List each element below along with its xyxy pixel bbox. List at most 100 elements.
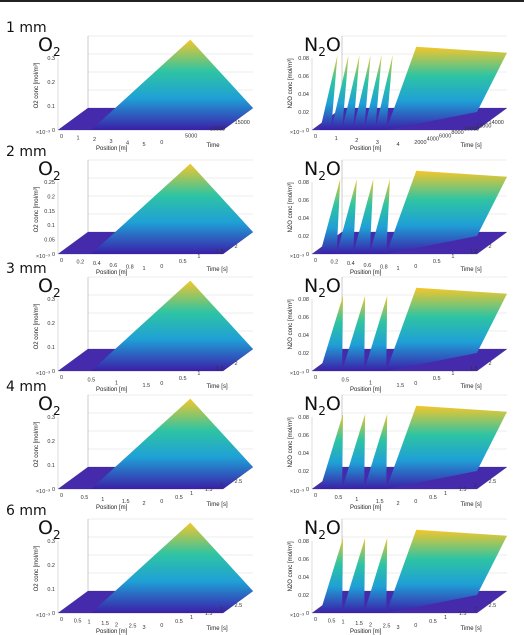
x-tick-label: 2 bbox=[115, 622, 118, 628]
x-tick-label: 2.5 bbox=[129, 624, 137, 630]
y-tick-label: 0.5 bbox=[429, 619, 437, 625]
o2-surface-panel: 0 0.1 0.2 0.3 0 0.5 1 1.5 2 0 0.5 1 1.5 2 2.5 ×10⁻³ Posi… bbox=[10, 393, 262, 511]
x-tick-label: 0.2 bbox=[77, 260, 85, 266]
y-tick-label: 0 bbox=[414, 381, 417, 387]
x-tick-label: 0 bbox=[60, 493, 63, 499]
n2o-plateau bbox=[386, 405, 507, 489]
y-tick-label: 8000 bbox=[451, 130, 463, 136]
x-tick-label: 1 bbox=[77, 136, 80, 142]
x-exponent: ×10⁻³ bbox=[36, 489, 50, 495]
x-axis-label: Position [m] bbox=[350, 629, 382, 635]
x-tick-label: 0.5 bbox=[335, 495, 343, 501]
x-tick-label: 0.4 bbox=[93, 261, 101, 267]
x-tick-label: 1.5 bbox=[122, 499, 130, 505]
z-tick-label: 0.2 bbox=[47, 439, 55, 445]
surface-plot: 0 0.1 0.2 0.3 0 0.5 1 1.5 2 2.5 3 0 0.5 1 1.5 2 2.5 ×10⁻³… bbox=[34, 518, 254, 635]
x-tick-label: 4 bbox=[397, 142, 400, 148]
x-tick-label: 0.4 bbox=[347, 261, 355, 267]
z-axis-label: N2O conc [mol/m³] bbox=[288, 58, 294, 108]
row-label: 6 mm bbox=[6, 503, 47, 519]
y-tick-label: 4000 bbox=[427, 137, 439, 143]
surface-plot: 0 0.1 0.2 0.3 0 0.5 1 1.5 2 0 0.5 1 1.5 2 2.5 ×10⁻³ Posi… bbox=[34, 394, 254, 511]
y-tick-label: 2.5 bbox=[489, 479, 497, 485]
x-tick-label: 0 bbox=[314, 375, 317, 381]
x-axis-label: Position [m] bbox=[96, 387, 128, 393]
x-tick-label: 0.8 bbox=[126, 264, 134, 270]
z-tick-label: 0.05 bbox=[44, 238, 55, 244]
n2o-pulse bbox=[320, 295, 344, 371]
surface-plot: 0 0.02 0.04 0.06 0.08 0 0.5 1 1.5 0 0.5 1 1.5 2 ×10⁻³ P… bbox=[288, 276, 508, 393]
x-tick-label: 0 bbox=[314, 258, 317, 264]
z-tick-label: 0 bbox=[306, 611, 309, 617]
surface-plot: 0 0.05 0.1 0.15 0.2 0.25 0 0.2 0.4 0.6 0.8 1 0 0.5 1 1.… bbox=[34, 159, 254, 276]
x-exponent: ×10⁻³ bbox=[36, 613, 50, 619]
o2-surface-panel: 0 0.1 0.2 0.3 0 0.5 1 1.5 0 0.5 1 1.5 2 ×10⁻³ Position… bbox=[10, 275, 262, 393]
x-tick-label: 1 bbox=[397, 266, 400, 272]
y-tick-label: 15000 bbox=[235, 120, 250, 126]
species-title: N2O bbox=[304, 393, 341, 418]
y-tick-label: 1 bbox=[197, 371, 200, 377]
z-tick-label: 0.2 bbox=[47, 321, 55, 327]
x-tick-label: 0 bbox=[60, 258, 63, 264]
z-tick-label: 0.06 bbox=[298, 433, 309, 439]
n2o-pulse bbox=[342, 537, 366, 613]
species-title: O2 bbox=[38, 34, 61, 59]
x-tick-label: 3 bbox=[397, 625, 400, 631]
x-tick-label: 5 bbox=[143, 142, 146, 148]
species-title: N2O bbox=[304, 34, 341, 59]
y-axis-label: Time [s] bbox=[207, 626, 228, 632]
z-tick-label: 0.1 bbox=[47, 587, 55, 593]
x-tick-label: 4 bbox=[126, 140, 129, 146]
row-label: 4 mm bbox=[6, 379, 47, 395]
z-tick-label: 0 bbox=[306, 369, 309, 375]
o2-surface bbox=[91, 398, 253, 489]
x-tick-label: 3 bbox=[376, 140, 379, 146]
y-tick-label: 0 bbox=[160, 264, 163, 270]
o2-surface-panel: 0 0.1 0.2 0.3 0 1 2 3 4 5 0 5000 10000 15000 ×10⁻³ Posi… bbox=[10, 34, 262, 152]
z-tick-label: 0.3 bbox=[47, 539, 55, 545]
x-axis-label: Position [m] bbox=[350, 270, 382, 276]
z-tick-label: 0.25 bbox=[44, 180, 55, 186]
n2o-surface-panel: 0 0.02 0.04 0.06 0.08 0 1 2 3 4 2000 4000 6000 8000 10… bbox=[264, 34, 516, 152]
z-tick-label: 0.08 bbox=[298, 180, 309, 186]
n2o-pulse bbox=[364, 295, 388, 371]
z-tick-label: 0.02 bbox=[298, 110, 309, 116]
o2-surface-panel: 0 0.05 0.1 0.15 0.2 0.25 0 0.2 0.4 0.6 0.8 1 0 0.5 1 1.… bbox=[10, 158, 262, 276]
x-tick-label: 0.2 bbox=[331, 260, 339, 266]
z-tick-label: 0.02 bbox=[298, 593, 309, 599]
x-tick-label: 2 bbox=[397, 501, 400, 507]
x-exponent: ×10⁻³ bbox=[36, 130, 50, 136]
x-tick-label: 2 bbox=[143, 501, 146, 507]
y-tick-label: 1 bbox=[451, 254, 454, 260]
x-exponent: ×10⁻³ bbox=[36, 371, 50, 377]
surface-plot: 0 0.02 0.04 0.06 0.08 0 1 2 3 4 200040006000800010… bbox=[288, 35, 508, 152]
x-tick-label: 0 bbox=[314, 134, 317, 140]
y-tick-label: 0 bbox=[160, 381, 163, 387]
surface-plot: 0 0.1 0.2 0.3 0 1 2 3 4 5 0 5000 10000 15000 ×10⁻³ Posi… bbox=[34, 35, 254, 152]
y-tick-label: 0.5 bbox=[179, 259, 187, 265]
x-tick-label: 1.5 bbox=[397, 383, 405, 389]
x-tick-label: 0.8 bbox=[380, 264, 388, 270]
y-axis-label: Time [s] bbox=[461, 143, 482, 149]
n2o-pulse bbox=[331, 54, 349, 130]
n2o-pulse bbox=[320, 537, 344, 613]
y-tick-label: 1.5 bbox=[470, 249, 478, 255]
z-tick-label: 0.02 bbox=[298, 469, 309, 475]
surface-plot: 0 0.02 0.04 0.06 0.08 0 0.5 1 1.5 2 2.5 3 0 0.5 1 1.5 2 2… bbox=[288, 518, 508, 635]
o2-surface bbox=[91, 39, 253, 130]
x-tick-label: 0.5 bbox=[88, 378, 96, 384]
y-tick-label: 2 bbox=[489, 361, 492, 367]
z-tick-label: 0.04 bbox=[298, 216, 309, 222]
y-axis-label: Time [s] bbox=[207, 384, 228, 390]
n2o-pulse bbox=[364, 413, 388, 489]
y-tick-label: 6000 bbox=[439, 133, 451, 139]
top-rule bbox=[0, 0, 524, 2]
x-tick-label: 0 bbox=[60, 375, 63, 381]
z-tick-label: 0 bbox=[52, 128, 55, 134]
x-tick-label: 1 bbox=[342, 620, 345, 626]
x-exponent: ×10⁻³ bbox=[290, 489, 304, 495]
y-tick-label: 0 bbox=[160, 623, 163, 629]
n2o-plateau bbox=[386, 287, 507, 371]
z-tick-label: 0.04 bbox=[298, 451, 309, 457]
z-tick-label: 0.02 bbox=[298, 234, 309, 240]
